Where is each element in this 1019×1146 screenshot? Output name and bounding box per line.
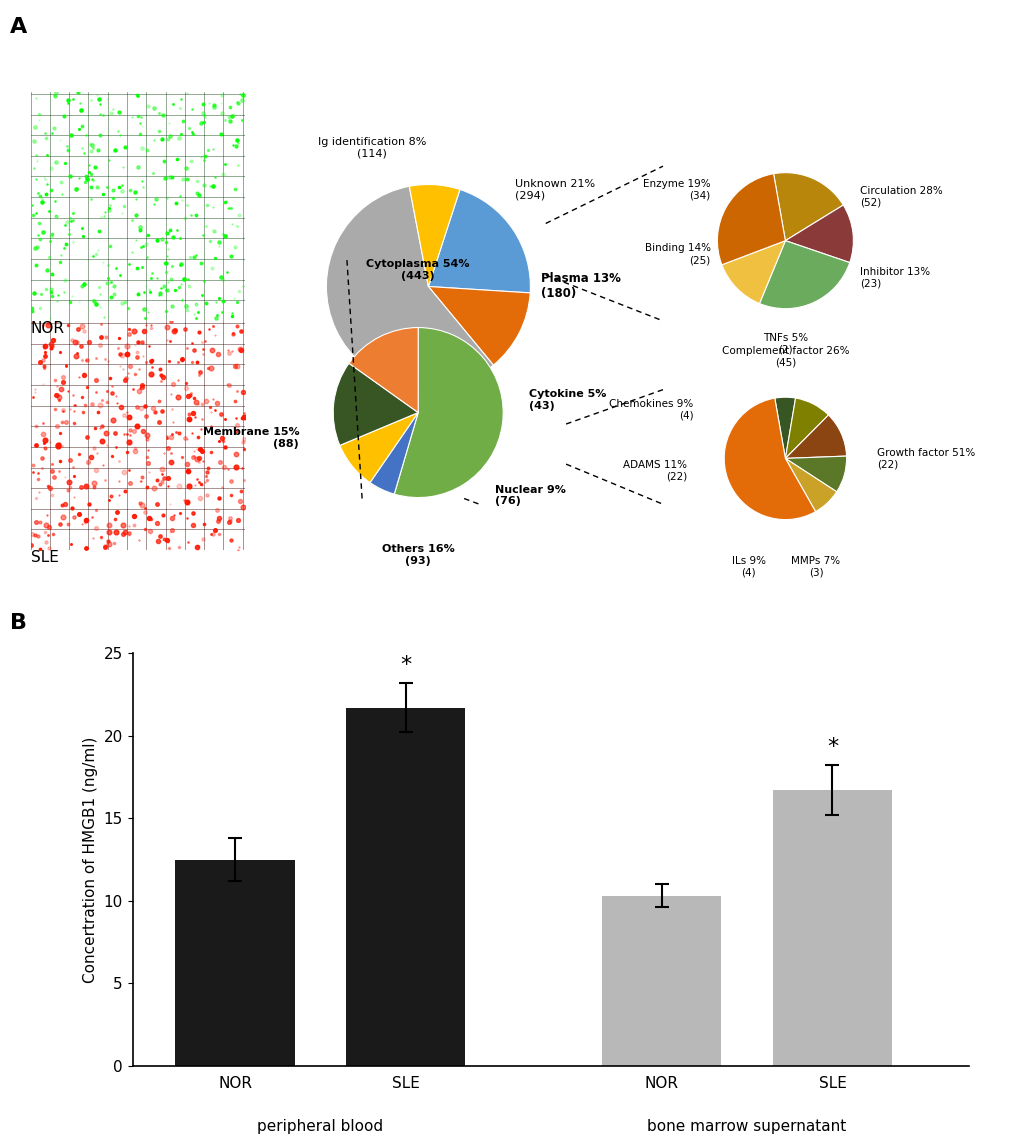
Text: Plasma 13%
(180): Plasma 13% (180) [540,273,620,300]
Wedge shape [785,415,846,458]
Text: Membrane 15%
(88): Membrane 15% (88) [203,427,299,449]
Text: SLE: SLE [31,550,58,565]
Text: Circulation 28%
(52): Circulation 28% (52) [859,186,942,207]
Wedge shape [394,328,502,497]
Text: Growth factor 51%
(22): Growth factor 51% (22) [876,448,974,469]
Text: MMPs 7%
(3): MMPs 7% (3) [791,556,840,578]
Wedge shape [785,398,827,458]
Wedge shape [370,413,418,494]
Wedge shape [723,398,815,519]
Text: Inhibitor 13%
(23): Inhibitor 13% (23) [859,267,929,289]
Text: A: A [10,17,28,37]
Wedge shape [333,363,418,446]
Wedge shape [785,456,846,492]
Wedge shape [772,173,843,241]
Text: ILs 9%
(4): ILs 9% (4) [731,556,765,578]
Wedge shape [774,398,795,458]
Text: Cytokine 5%
(43): Cytokine 5% (43) [528,388,605,410]
Text: *: * [399,654,411,675]
Text: NOR: NOR [31,321,64,336]
Wedge shape [716,174,785,265]
Text: Cellular 58%
(839): Cellular 58% (839) [386,424,470,453]
Wedge shape [428,189,530,293]
Y-axis label: Concertration of HMGB1 (ng/ml): Concertration of HMGB1 (ng/ml) [83,737,98,982]
Text: Enzyme 19%
(34): Enzyme 19% (34) [642,179,710,201]
Wedge shape [785,458,836,511]
Text: Unknown 21%
(294): Unknown 21% (294) [515,179,595,201]
Bar [345,708,465,1066]
Text: Chemokines 9%
(4): Chemokines 9% (4) [608,399,693,421]
Text: B: B [10,613,28,633]
Text: Others 16%
(93): Others 16% (93) [381,544,454,566]
Bar [772,791,892,1066]
Text: Complement factor 26%
(45): Complement factor 26% (45) [721,346,849,368]
Text: Nuclear 9%
(76): Nuclear 9% (76) [494,485,565,507]
Text: Binding 14%
(25): Binding 14% (25) [644,243,710,265]
Text: Cytoplasma 54%
(443): Cytoplasma 54% (443) [366,259,470,281]
Wedge shape [428,286,530,366]
Wedge shape [348,328,418,413]
Text: peripheral blood: peripheral blood [257,1120,383,1135]
Text: Ig identification 8%
(114): Ig identification 8% (114) [318,138,426,159]
Wedge shape [785,205,853,262]
Bar [601,896,720,1066]
Text: TNFs 5%
(2): TNFs 5% (2) [762,332,807,354]
Wedge shape [409,185,460,286]
Bar [175,860,294,1066]
Wedge shape [339,413,418,482]
Wedge shape [721,241,785,304]
Text: ADAMS 11%
(22): ADAMS 11% (22) [623,460,687,481]
Text: *: * [826,737,838,758]
Wedge shape [326,187,493,388]
Wedge shape [759,241,849,308]
Text: bone marrow supernatant: bone marrow supernatant [647,1120,846,1135]
